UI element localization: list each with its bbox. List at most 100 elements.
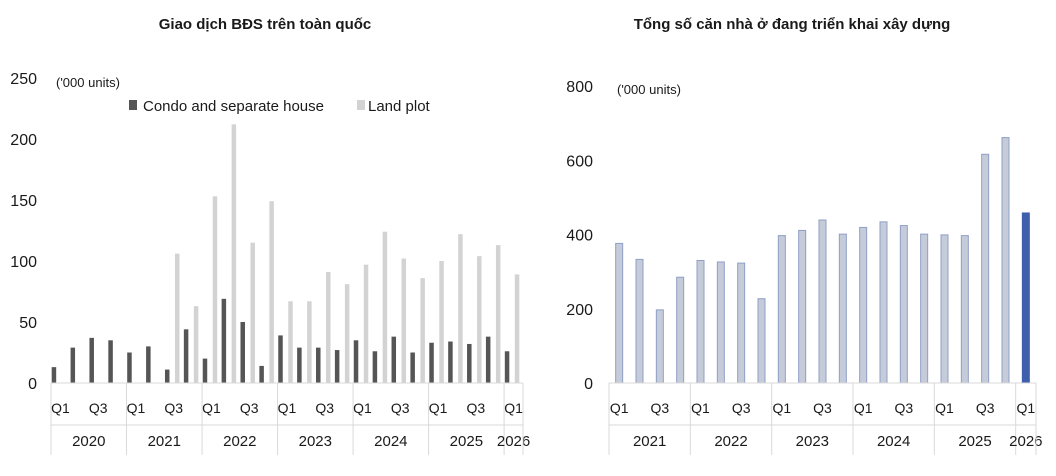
bar-condo: [429, 342, 434, 383]
bar: [859, 226, 868, 384]
bar-condo: [391, 336, 397, 383]
x-tick-label: Q3: [164, 400, 183, 416]
x-tick-label: Q1: [935, 400, 954, 416]
bar-condo: [278, 335, 283, 383]
bar: [777, 235, 786, 384]
bar-land: [477, 256, 482, 383]
unit-label: ('000 units): [617, 82, 681, 97]
bar-condo: [485, 336, 491, 383]
legend-label-condo: Condo and separate house: [143, 98, 324, 115]
year-label: 2020: [72, 433, 105, 450]
bar-condo: [164, 369, 170, 383]
bar-land: [231, 124, 237, 384]
bar-condo: [259, 365, 264, 383]
bar-land: [382, 231, 388, 383]
x-tick-label: Q3: [732, 400, 751, 416]
year-label: 2022: [714, 433, 747, 450]
year-label: 2026: [1009, 433, 1042, 450]
bar: [940, 234, 949, 384]
bar: [899, 225, 908, 384]
y-tick-label: 0: [28, 376, 37, 393]
bar-condo: [51, 367, 57, 383]
x-tick-label: Q1: [1016, 400, 1035, 416]
x-tick-label: Q3: [240, 400, 259, 416]
x-tick-label: Q3: [315, 400, 334, 416]
year-label: 2021: [148, 433, 181, 450]
chart-title-under-construction: Tổng số căn nhà ở đang triển khai xây dự…: [633, 16, 951, 33]
x-tick-label: Q1: [429, 400, 448, 416]
bar: [981, 153, 990, 384]
y-tick-label: 600: [566, 153, 593, 170]
bar: [798, 229, 807, 384]
year-label: 2022: [223, 433, 256, 450]
bar-condo: [353, 340, 359, 383]
bar-condo: [448, 341, 453, 383]
year-label: 2023: [299, 433, 332, 450]
bar-condo: [146, 346, 151, 383]
year-label: 2025: [958, 433, 991, 450]
x-tick-label: Q1: [278, 400, 297, 416]
bar-condo: [108, 340, 113, 383]
legend-swatch-land: [357, 100, 365, 110]
bar-land: [307, 301, 312, 383]
y-tick-label: 250: [10, 71, 37, 88]
bar: [696, 259, 705, 384]
x-tick-label: Q3: [894, 400, 913, 416]
bar: [960, 235, 969, 384]
year-label: 2021: [633, 433, 666, 450]
bar: [716, 261, 725, 384]
bar-land: [514, 274, 520, 383]
x-tick-label: Q3: [650, 400, 669, 416]
bar-land: [420, 278, 425, 383]
bar-condo: [410, 352, 415, 383]
x-tick-label: Q3: [466, 400, 485, 416]
bar-condo: [467, 343, 472, 383]
bar-land: [174, 253, 180, 383]
y-tick-label: 200: [10, 132, 37, 149]
y-tick-label: 800: [566, 79, 593, 96]
x-tick-label: Q1: [504, 400, 523, 416]
x-tick-label: Q1: [610, 400, 629, 416]
bar: [838, 233, 847, 384]
bar-land: [250, 242, 255, 383]
bar: [737, 262, 746, 384]
bar-condo: [183, 329, 189, 383]
bar: [920, 233, 929, 384]
x-tick-label: Q1: [772, 400, 791, 416]
bar: [655, 309, 664, 384]
bar-land: [363, 264, 369, 383]
bar-highlight: [1021, 212, 1030, 384]
bar-condo: [127, 352, 132, 383]
bar-condo: [221, 298, 227, 383]
bar: [615, 242, 624, 384]
x-tick-label: Q3: [976, 400, 995, 416]
y-tick-label: 50: [19, 315, 37, 332]
bar-condo: [240, 322, 245, 383]
bar-condo: [297, 347, 302, 383]
bar: [757, 298, 766, 384]
bar-land: [458, 234, 463, 383]
bar-land: [344, 284, 350, 383]
bar-land: [439, 261, 444, 383]
bar-condo: [89, 337, 94, 383]
bar-land: [193, 306, 199, 383]
year-label: 2025: [450, 433, 483, 450]
bar-condo: [372, 351, 378, 383]
bar-land: [288, 301, 293, 383]
legend-label-land: Land plot: [368, 98, 431, 115]
y-tick-label: 400: [566, 228, 593, 245]
x-tick-label: Q1: [854, 400, 873, 416]
legend-swatch-condo: [129, 100, 137, 110]
y-tick-label: 150: [10, 193, 37, 210]
bar-condo: [316, 347, 321, 383]
x-tick-label: Q1: [51, 400, 70, 416]
x-tick-label: Q3: [89, 400, 108, 416]
x-tick-label: Q1: [691, 400, 710, 416]
bar: [676, 276, 685, 384]
bar: [879, 221, 888, 384]
bar-land: [269, 201, 274, 383]
year-label: 2023: [796, 433, 829, 450]
x-tick-label: Q1: [202, 400, 221, 416]
unit-label: ('000 units): [56, 75, 120, 90]
